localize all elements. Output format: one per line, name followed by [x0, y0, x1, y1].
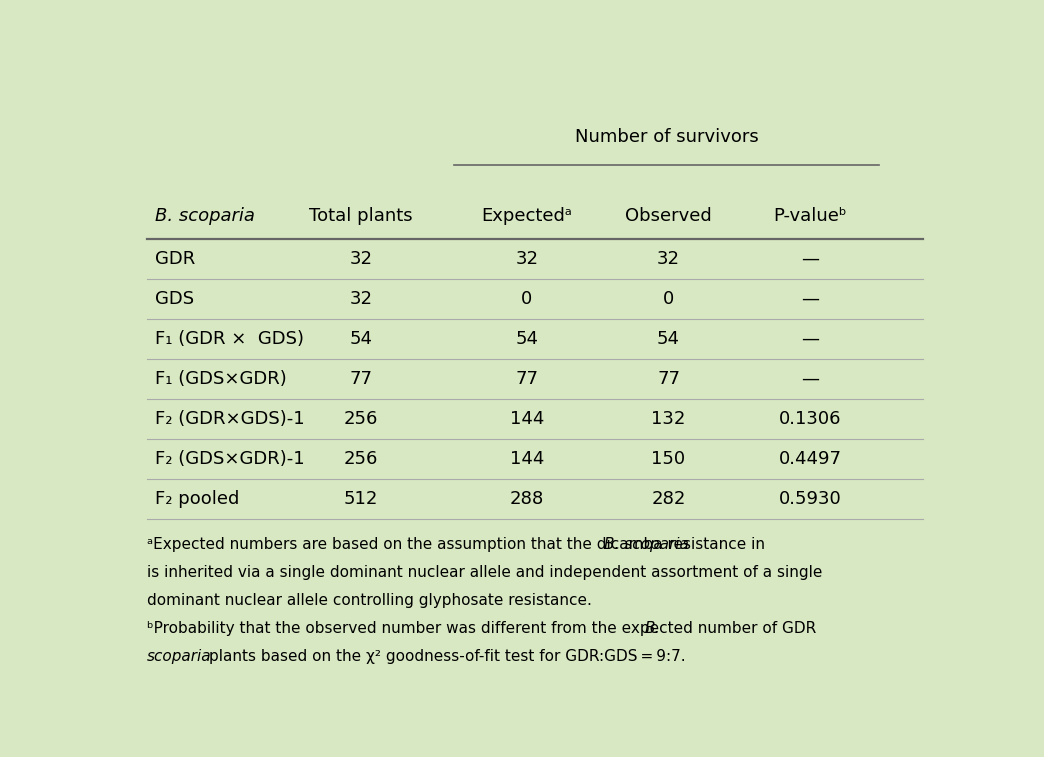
- Text: 132: 132: [651, 410, 686, 428]
- Text: plants based on the χ² goodness-of-fit test for GDR:GDS = 9:7.: plants based on the χ² goodness-of-fit t…: [209, 649, 686, 664]
- Text: 256: 256: [343, 450, 378, 468]
- Text: GDS: GDS: [155, 290, 194, 308]
- Text: 77: 77: [350, 370, 373, 388]
- Text: scoparia: scoparia: [146, 649, 211, 664]
- Text: F₂ pooled: F₂ pooled: [155, 491, 239, 508]
- Text: Observed: Observed: [625, 207, 712, 225]
- Text: ᵇProbability that the observed number was different from the expected number of : ᵇProbability that the observed number wa…: [146, 621, 821, 636]
- Text: 32: 32: [350, 250, 373, 268]
- Text: F₂ (GDR×GDS)-1: F₂ (GDR×GDS)-1: [155, 410, 305, 428]
- Text: 144: 144: [509, 450, 544, 468]
- Text: 282: 282: [651, 491, 686, 508]
- Text: —: —: [801, 370, 820, 388]
- Text: ᵃExpected numbers are based on the assumption that the dicamba resistance in: ᵃExpected numbers are based on the assum…: [146, 537, 769, 552]
- Text: is inherited via a single dominant nuclear allele and independent assortment of : is inherited via a single dominant nucle…: [146, 565, 822, 580]
- Text: B. scoparia: B. scoparia: [603, 537, 689, 552]
- Text: 54: 54: [657, 330, 680, 348]
- Text: 0: 0: [663, 290, 674, 308]
- Text: Expectedᵃ: Expectedᵃ: [481, 207, 572, 225]
- Text: —: —: [801, 290, 820, 308]
- Text: 0.1306: 0.1306: [779, 410, 841, 428]
- Text: P-valueᵇ: P-valueᵇ: [774, 207, 847, 225]
- Text: B. scoparia: B. scoparia: [155, 207, 255, 225]
- Text: 77: 77: [657, 370, 680, 388]
- Text: 32: 32: [657, 250, 680, 268]
- Text: 150: 150: [651, 450, 686, 468]
- Text: 77: 77: [516, 370, 539, 388]
- Text: 0: 0: [521, 290, 532, 308]
- Text: Total plants: Total plants: [309, 207, 413, 225]
- Text: 0.5930: 0.5930: [779, 491, 841, 508]
- Text: 32: 32: [350, 290, 373, 308]
- Text: dominant nuclear allele controlling glyphosate resistance.: dominant nuclear allele controlling glyp…: [146, 593, 592, 608]
- Text: 54: 54: [350, 330, 373, 348]
- Text: F₂ (GDS×GDR)-1: F₂ (GDS×GDR)-1: [155, 450, 305, 468]
- Text: GDR: GDR: [155, 250, 195, 268]
- Text: 144: 144: [509, 410, 544, 428]
- Text: 54: 54: [516, 330, 539, 348]
- Text: 32: 32: [516, 250, 539, 268]
- Text: B.: B.: [645, 621, 661, 636]
- Text: 0.4497: 0.4497: [779, 450, 841, 468]
- Text: —: —: [801, 250, 820, 268]
- Text: 512: 512: [343, 491, 378, 508]
- Text: F₁ (GDS×GDR): F₁ (GDS×GDR): [155, 370, 286, 388]
- Text: 288: 288: [509, 491, 544, 508]
- Text: —: —: [801, 330, 820, 348]
- Text: Number of survivors: Number of survivors: [574, 129, 758, 146]
- Text: 256: 256: [343, 410, 378, 428]
- Text: F₁ (GDR ×  GDS): F₁ (GDR × GDS): [155, 330, 304, 348]
